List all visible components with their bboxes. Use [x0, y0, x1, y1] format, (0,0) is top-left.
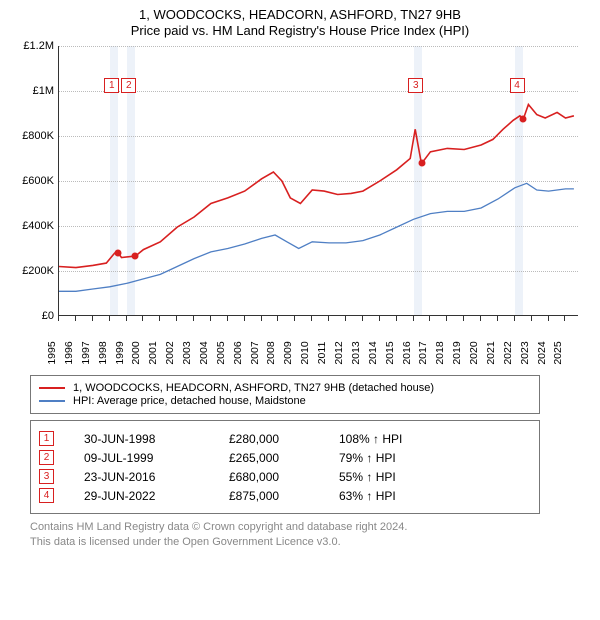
arrow-up-icon: ↑ [366, 470, 372, 484]
x-tick-mark [497, 316, 498, 321]
x-tick-mark [396, 316, 397, 321]
sale-point-dot [131, 253, 138, 260]
sales-index-box: 1 [39, 431, 54, 446]
x-tick-mark [328, 316, 329, 321]
x-tick-mark [142, 316, 143, 321]
x-tick-mark [413, 316, 414, 321]
property-line [59, 105, 574, 268]
x-tick-mark [311, 316, 312, 321]
x-tick-mark [362, 316, 363, 321]
x-tick-mark [548, 316, 549, 321]
sale-point-dot [520, 116, 527, 123]
sales-pct: 108% ↑ HPI [339, 432, 531, 446]
footer-attribution: Contains HM Land Registry data © Crown c… [30, 520, 580, 550]
legend-label: HPI: Average price, detached house, Maid… [73, 395, 306, 407]
legend-box: 1, WOODCOCKS, HEADCORN, ASHFORD, TN27 9H… [30, 375, 540, 414]
x-tick-mark [446, 316, 447, 321]
legend-row: HPI: Average price, detached house, Maid… [39, 395, 531, 407]
x-tick-mark [463, 316, 464, 321]
chart-area: 12 3 4 £0 £200K £400K £600K £800K £1M £1.2M 1995… [10, 41, 590, 371]
x-tick-mark [92, 316, 93, 321]
x-tick-mark [277, 316, 278, 321]
x-tick-mark [126, 316, 127, 321]
sales-price: £875,000 [229, 489, 339, 503]
x-tick-mark [261, 316, 262, 321]
sale-point-dot [115, 250, 122, 257]
y-tick-label: £600K [8, 175, 54, 187]
x-tick-mark [294, 316, 295, 321]
x-tick-mark [379, 316, 380, 321]
sales-index-box: 2 [39, 450, 54, 465]
title-block: 1, WOODCOCKS, HEADCORN, ASHFORD, TN27 9H… [0, 0, 600, 41]
x-tick-mark [58, 316, 59, 321]
x-tick-mark [227, 316, 228, 321]
sales-table: 1 30-JUN-1998£280,000108% ↑ HPI 2 09-JUL-19… [30, 420, 540, 514]
x-tick-mark [345, 316, 346, 321]
sales-pct: 63% ↑ HPI [339, 489, 531, 503]
x-axis-labels: 1995199619971998199920002001200220032004… [58, 321, 578, 365]
hpi-line [59, 183, 574, 291]
y-tick-label: £0 [8, 310, 54, 322]
sales-date: 23-JUN-2016 [84, 470, 229, 484]
x-tick-mark [564, 316, 565, 321]
x-tick-mark [480, 316, 481, 321]
y-tick-label: £800K [8, 130, 54, 142]
legend-label: 1, WOODCOCKS, HEADCORN, ASHFORD, TN27 9H… [73, 382, 434, 394]
sales-index-box: 4 [39, 488, 54, 503]
sale-marker-box: 3 [408, 78, 423, 93]
x-tick-mark [244, 316, 245, 321]
sales-price: £265,000 [229, 451, 339, 465]
footer-line-2: This data is licensed under the Open Gov… [30, 535, 580, 550]
plot-region: 12 3 4 [58, 46, 578, 316]
x-tick-mark [109, 316, 110, 321]
x-tick-mark [429, 316, 430, 321]
sales-pct: 55% ↑ HPI [339, 470, 531, 484]
title-subtitle: Price paid vs. HM Land Registry's House … [0, 23, 600, 38]
arrow-up-icon: ↑ [366, 451, 372, 465]
legend-row: 1, WOODCOCKS, HEADCORN, ASHFORD, TN27 9H… [39, 382, 531, 394]
sales-index-box: 3 [39, 469, 54, 484]
y-tick-label: £200K [8, 265, 54, 277]
x-tick-mark [514, 316, 515, 321]
sale-marker-box: 1 [104, 78, 119, 93]
x-tick-mark [176, 316, 177, 321]
sales-date: 09-JUL-1999 [84, 451, 229, 465]
arrow-up-icon: ↑ [366, 489, 372, 503]
sales-row: 1 30-JUN-1998£280,000108% ↑ HPI [39, 431, 531, 446]
x-tick-mark [210, 316, 211, 321]
legend-swatch [39, 400, 65, 402]
y-tick-label: £400K [8, 220, 54, 232]
x-tick-mark [531, 316, 532, 321]
line-svg [59, 46, 578, 315]
title-address: 1, WOODCOCKS, HEADCORN, ASHFORD, TN27 9H… [0, 7, 600, 22]
sales-date: 30-JUN-1998 [84, 432, 229, 446]
arrow-up-icon: ↑ [373, 432, 379, 446]
sale-marker-box: 4 [510, 78, 525, 93]
y-tick-label: £1.2M [8, 40, 54, 52]
y-tick-label: £1M [8, 85, 54, 97]
sales-price: £280,000 [229, 432, 339, 446]
chart-container: 1, WOODCOCKS, HEADCORN, ASHFORD, TN27 9H… [0, 0, 600, 550]
x-tick-label: 2025 [552, 341, 576, 364]
x-tick-mark [159, 316, 160, 321]
sales-price: £680,000 [229, 470, 339, 484]
sale-point-dot [418, 160, 425, 167]
sales-row: 2 09-JUL-1999£265,00079% ↑ HPI [39, 450, 531, 465]
x-tick-mark [75, 316, 76, 321]
x-tick-mark [193, 316, 194, 321]
footer-line-1: Contains HM Land Registry data © Crown c… [30, 520, 580, 535]
legend-swatch [39, 387, 65, 389]
sales-row: 4 29-JUN-2022£875,00063% ↑ HPI [39, 488, 531, 503]
sales-date: 29-JUN-2022 [84, 489, 229, 503]
sales-pct: 79% ↑ HPI [339, 451, 531, 465]
sale-marker-box: 2 [121, 78, 136, 93]
sales-row: 3 23-JUN-2016£680,00055% ↑ HPI [39, 469, 531, 484]
